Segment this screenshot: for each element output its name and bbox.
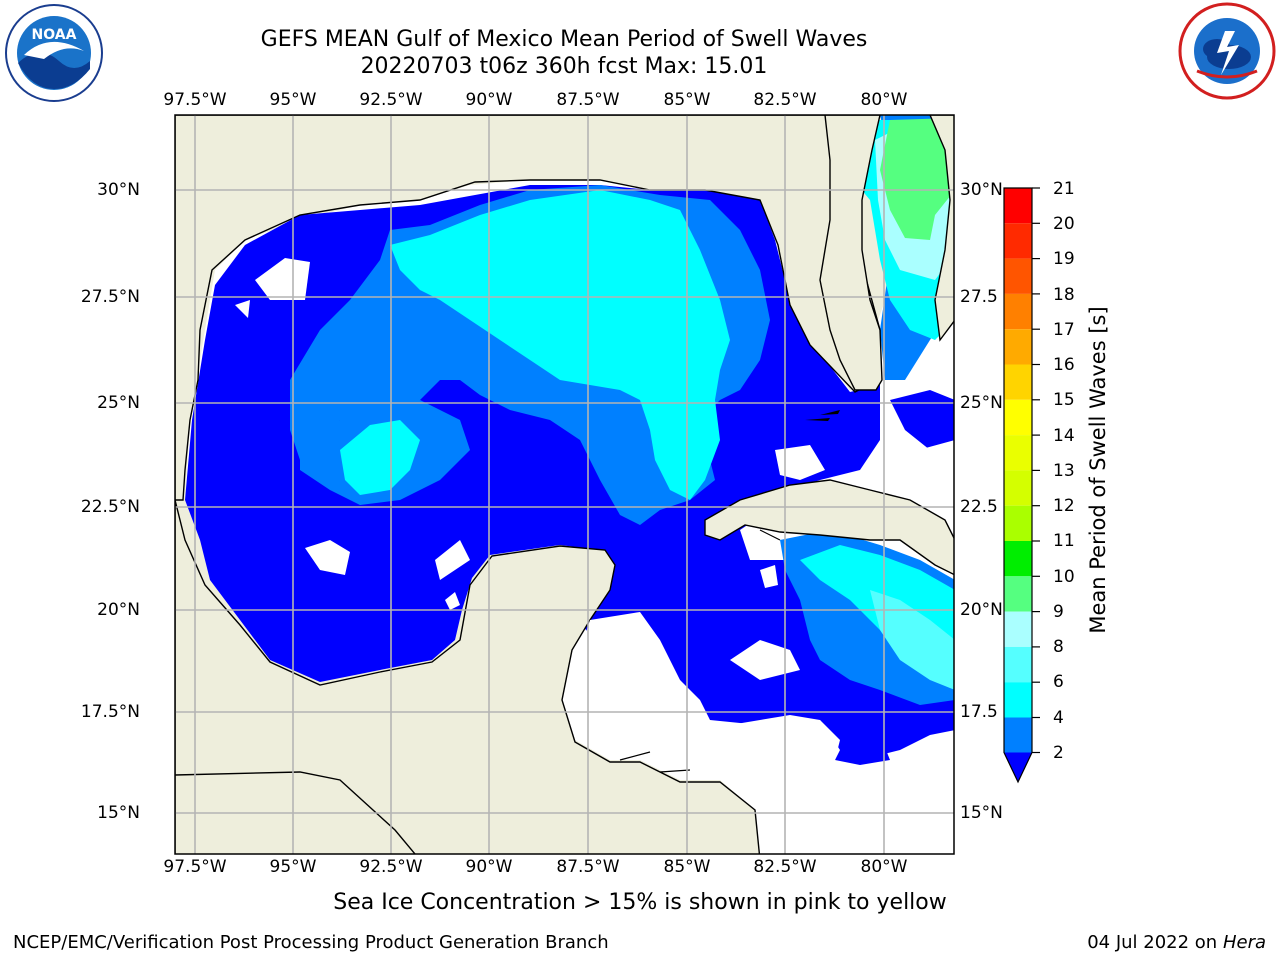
lon-bottom-label: 90°W: [465, 857, 513, 877]
lat-left-label: 15°N: [97, 803, 140, 823]
run-date-text: 04 Jul 2022 on: [1087, 932, 1223, 953]
colorbar-6: [1004, 682, 1032, 718]
colorbar-17: [1004, 329, 1032, 365]
lat-right-label: 20°N: [960, 600, 1003, 620]
producer-credit: NCEP/EMC/Verification Post Processing Pr…: [13, 932, 609, 953]
colorbar-tick-label: 2: [1053, 743, 1064, 763]
lon-top-label: 92.5°W: [359, 90, 423, 110]
lon-top-label: 95°W: [269, 90, 317, 110]
colorbar-tick-label: 14: [1053, 426, 1075, 446]
nws-logo: [1178, 2, 1276, 100]
colorbar-tick-label: 13: [1053, 461, 1075, 481]
colorbar-14: [1004, 435, 1032, 471]
lon-top-label: 80°W: [860, 90, 908, 110]
lat-right-label: 30°N: [960, 180, 1003, 200]
lat-left-label: 17.5°N: [80, 702, 140, 722]
lon-bottom-label: 85°W: [663, 857, 711, 877]
colorbar-tick-label: 18: [1053, 285, 1075, 305]
noaa-logo-text: NOAA: [32, 27, 77, 43]
run-machine: Hera: [1222, 932, 1266, 953]
lat-left-label: 30°N: [97, 180, 140, 200]
colorbar-20: [1004, 223, 1032, 259]
colorbar-tick-label: 11: [1053, 531, 1075, 551]
noaa-logo: NOAA: [5, 4, 103, 102]
lon-top-label: 82.5°W: [753, 90, 817, 110]
colorbar-4: [1004, 717, 1032, 753]
colorbar-15: [1004, 399, 1032, 436]
colorbar-19: [1004, 258, 1032, 294]
coastline: [175, 115, 954, 854]
colorbar-tick-label: 17: [1053, 320, 1075, 340]
lon-top-label: 87.5°W: [556, 90, 620, 110]
colorbar-tick-label: 9: [1053, 602, 1064, 622]
lat-left-label: 25°N: [97, 393, 140, 413]
graticule: [175, 115, 954, 854]
colorbar-tick-label: 12: [1053, 496, 1075, 516]
lat-left-label: 22.5°N: [80, 497, 140, 517]
colorbar-8: [1004, 646, 1032, 683]
map-subtitle: 20220703 t06z 360h fcst Max: 15.01: [360, 54, 768, 79]
lat-right-label: 17.5: [960, 702, 998, 722]
lat-right-label: 22.5: [960, 497, 998, 517]
map-title: GEFS MEAN Gulf of Mexico Mean Period of …: [260, 27, 868, 52]
colorbar-9: [1004, 611, 1032, 647]
colorbar-10: [1004, 576, 1032, 612]
colorbar-tick-label: 19: [1053, 249, 1075, 269]
colorbar-21: [1004, 188, 1032, 224]
lon-bottom-label: 82.5°W: [753, 857, 817, 877]
colorbar-tick-label: 6: [1053, 672, 1064, 692]
lat-right-label: 15°N: [960, 803, 1003, 823]
swell-9-10: [880, 118, 954, 240]
colorbar-extend: [1004, 752, 1032, 782]
sea-ice-note: Sea Ice Concentration > 15% is shown in …: [333, 890, 947, 915]
colorbar-11: [1004, 541, 1032, 577]
colorbar-18: [1004, 293, 1032, 330]
colorbar-tick-label: 16: [1053, 355, 1075, 375]
lat-right-label: 27.5: [960, 287, 998, 307]
run-date: 04 Jul 2022 on Hera: [1087, 932, 1266, 953]
lat-left-label: 27.5°N: [80, 287, 140, 307]
lon-bottom-label: 97.5°W: [163, 857, 227, 877]
map-frame: [174, 114, 955, 855]
no-data-holes: [235, 258, 954, 775]
colorbar: [1003, 187, 1040, 784]
colorbar-tick-label: 20: [1053, 214, 1075, 234]
colorbar-16: [1004, 364, 1032, 400]
lon-top-label: 85°W: [663, 90, 711, 110]
colorbar-title: Mean Period of Swell Waves [s]: [1086, 306, 1110, 634]
lon-bottom-label: 80°W: [860, 857, 908, 877]
lon-top-label: 90°W: [465, 90, 513, 110]
lat-left-label: 20°N: [97, 600, 140, 620]
swell-6-8: [390, 190, 730, 500]
colorbar-13: [1004, 470, 1032, 506]
lon-bottom-label: 95°W: [269, 857, 317, 877]
colorbar-tick-label: 21: [1053, 179, 1075, 199]
colorbar-tick-label: 4: [1053, 708, 1064, 728]
colorbar-tick-label: 15: [1053, 390, 1075, 410]
lon-bottom-label: 92.5°W: [359, 857, 423, 877]
colorbar-tick-label: 10: [1053, 567, 1075, 587]
lon-bottom-label: 87.5°W: [556, 857, 620, 877]
lat-right-label: 25°N: [960, 393, 1003, 413]
colorbar-12: [1004, 505, 1032, 541]
lon-top-label: 97.5°W: [163, 90, 227, 110]
colorbar-tick-label: 8: [1053, 637, 1064, 657]
